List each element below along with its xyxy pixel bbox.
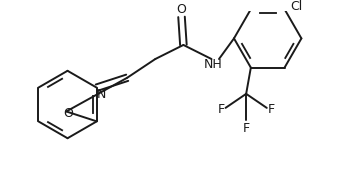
Text: N: N [96,88,106,101]
Text: F: F [243,122,250,135]
Text: F: F [217,103,224,116]
Text: F: F [268,103,275,116]
Text: Cl: Cl [290,0,303,13]
Text: O: O [63,107,73,120]
Text: NH: NH [204,58,223,71]
Text: O: O [176,3,187,16]
